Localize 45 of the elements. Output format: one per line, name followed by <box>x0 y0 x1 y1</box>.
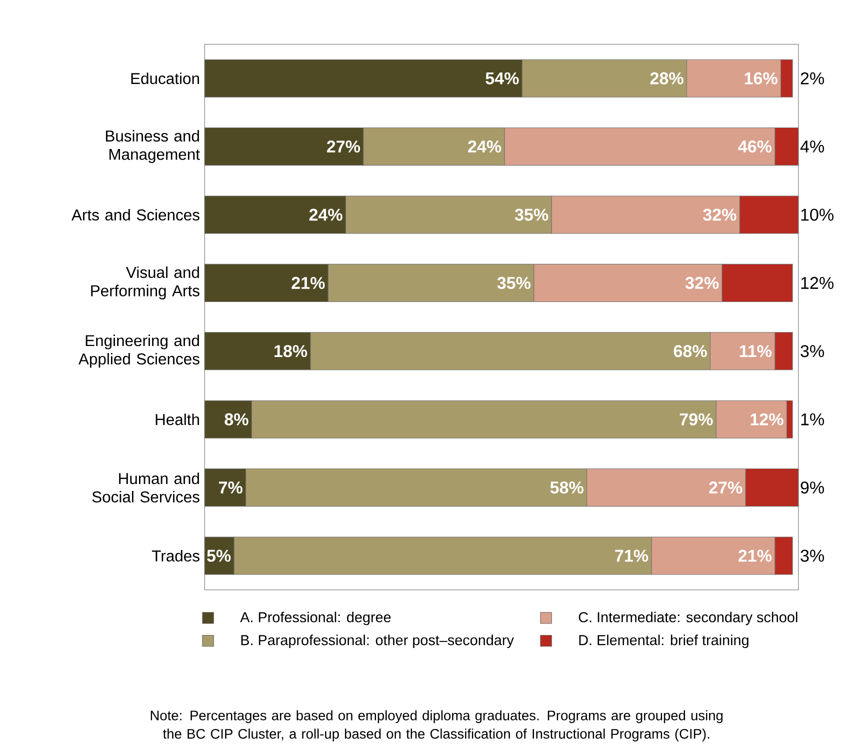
data-label: 58% <box>550 481 584 494</box>
data-label: 2% <box>800 72 824 84</box>
text: Note: Percentages are based on employed diploma graduates. Programs are grouped using the BC CIP Cluster, a roll-up based on the Classification of Instructional Programs (CIP). <box>150 710 723 742</box>
data-label: 10% <box>801 208 834 221</box>
data-label: 32% <box>703 208 736 221</box>
data-label: 46% <box>738 140 772 153</box>
data-label: 24% <box>309 208 342 221</box>
data-label: 28% <box>650 72 684 84</box>
data-label: 35% <box>497 276 531 289</box>
data-label: 21% <box>292 276 325 289</box>
y-tick-label: Trades <box>152 550 200 562</box>
data-label: 71% <box>615 550 648 562</box>
data-label: 16% <box>744 72 778 84</box>
data-label: 12% <box>750 413 784 426</box>
y-tick-label: Engineering and Applied Sciences <box>78 334 200 368</box>
data-label: 21% <box>738 550 772 562</box>
data-label: 27% <box>709 482 742 494</box>
data-label: 35% <box>514 208 548 221</box>
data-label: 54% <box>486 72 519 84</box>
y-tick-label: Health <box>156 414 199 426</box>
data-label: 3% <box>800 345 824 358</box>
data-label: 7% <box>219 482 242 494</box>
y-tick-label: Human and Social Services <box>92 472 200 502</box>
data-label: 32% <box>685 276 719 289</box>
data-label: 1% <box>801 413 824 426</box>
y-tick-label: Education <box>131 72 199 84</box>
data-label: 79% <box>680 413 713 426</box>
data-label: 8% <box>224 413 248 426</box>
data-label: 11% <box>740 345 772 358</box>
data-label: 3% <box>800 550 824 562</box>
data-label: 24% <box>468 140 502 153</box>
legend-label: D. Elemental: brief training <box>579 634 748 648</box>
data-label: 18% <box>274 345 308 358</box>
data-label: 4% <box>800 140 824 152</box>
y-tick-label: Business and Management <box>106 130 200 164</box>
legend-label: A. Professional: degree <box>240 612 391 626</box>
data-label: 68% <box>674 345 707 358</box>
y-tick-label: Visual and Performing Arts <box>91 266 200 300</box>
y-tick-label: Arts and Sciences <box>72 208 200 220</box>
legend-label: C. Intermediate: secondary school <box>578 612 798 626</box>
data-label: 12% <box>801 276 834 289</box>
data-label: 9% <box>800 481 824 494</box>
data-label: 5% <box>207 550 231 562</box>
data-label: 27% <box>326 140 360 153</box>
legend-label: B. Paraprofessional: other post–secondary <box>241 634 514 648</box>
